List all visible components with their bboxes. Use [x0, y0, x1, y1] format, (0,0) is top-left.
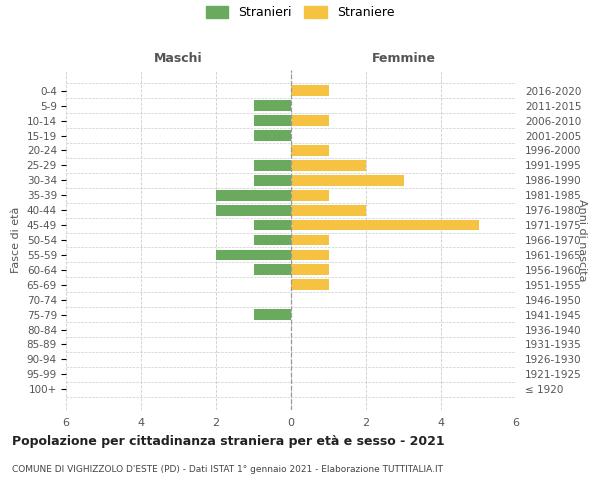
Bar [291, 280, 329, 290]
Bar [254, 220, 291, 230]
Bar [254, 116, 291, 126]
Bar [254, 100, 291, 111]
Text: Maschi: Maschi [154, 52, 203, 65]
Bar [291, 205, 366, 216]
Text: Femmine: Femmine [371, 52, 436, 65]
Y-axis label: Anni di nascita: Anni di nascita [577, 198, 587, 281]
Bar [216, 250, 291, 260]
Bar [291, 264, 329, 275]
Text: Popolazione per cittadinanza straniera per età e sesso - 2021: Popolazione per cittadinanza straniera p… [12, 435, 445, 448]
Bar [291, 86, 329, 96]
Bar [254, 160, 291, 171]
Text: COMUNE DI VIGHIZZOLO D'ESTE (PD) - Dati ISTAT 1° gennaio 2021 - Elaborazione TUT: COMUNE DI VIGHIZZOLO D'ESTE (PD) - Dati … [12, 465, 443, 474]
Bar [254, 234, 291, 246]
Bar [254, 130, 291, 141]
Legend: Stranieri, Straniere: Stranieri, Straniere [206, 6, 394, 19]
Bar [216, 190, 291, 200]
Bar [291, 145, 329, 156]
Y-axis label: Fasce di età: Fasce di età [11, 207, 21, 273]
Bar [254, 175, 291, 186]
Bar [291, 160, 366, 171]
Bar [216, 205, 291, 216]
Bar [291, 175, 404, 186]
Bar [291, 250, 329, 260]
Bar [254, 309, 291, 320]
Bar [254, 264, 291, 275]
Bar [291, 190, 329, 200]
Bar [291, 234, 329, 246]
Bar [291, 116, 329, 126]
Bar [291, 220, 479, 230]
